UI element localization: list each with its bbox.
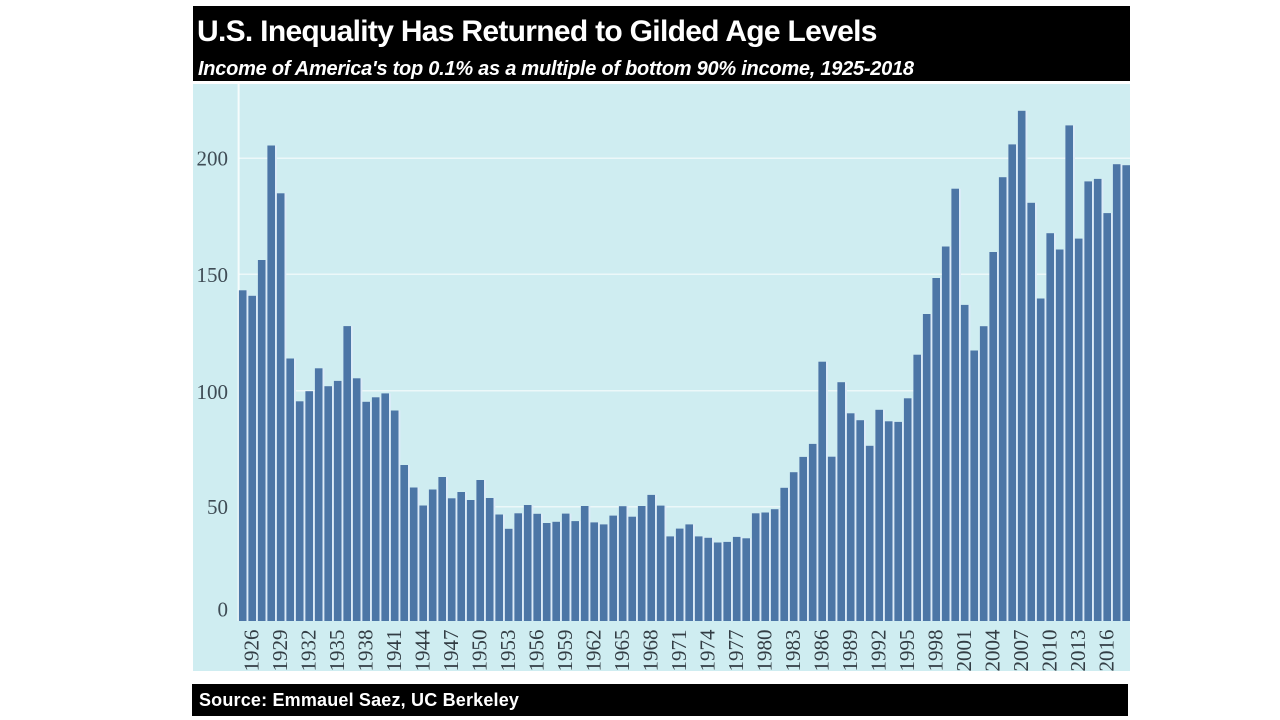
svg-text:1932: 1932 [297,630,321,672]
svg-text:1971: 1971 [667,630,691,672]
svg-text:0: 0 [218,598,229,622]
svg-text:1986: 1986 [810,630,834,672]
svg-text:100: 100 [197,380,229,404]
svg-text:1977: 1977 [724,630,748,672]
svg-text:200: 200 [197,146,229,170]
svg-text:1995: 1995 [895,630,919,672]
svg-text:1965: 1965 [610,630,634,672]
svg-text:2016: 2016 [1095,630,1119,672]
svg-text:1980: 1980 [753,630,777,672]
svg-text:2007: 2007 [1009,630,1033,672]
svg-text:1983: 1983 [781,630,805,672]
svg-text:1953: 1953 [496,630,520,672]
svg-text:1968: 1968 [639,630,663,672]
svg-text:1959: 1959 [553,630,577,672]
svg-text:2001: 2001 [952,630,976,672]
svg-text:1944: 1944 [411,629,435,671]
svg-text:1938: 1938 [354,630,378,672]
svg-text:2013: 2013 [1066,630,1090,672]
svg-text:1926: 1926 [240,630,264,672]
svg-text:1947: 1947 [439,630,463,672]
svg-text:2004: 2004 [981,629,1005,671]
svg-text:1950: 1950 [468,630,492,672]
svg-text:1935: 1935 [325,630,349,672]
svg-text:150: 150 [197,263,229,287]
svg-text:1962: 1962 [582,630,606,672]
svg-text:1974: 1974 [696,629,720,671]
svg-text:1956: 1956 [525,630,549,672]
svg-text:1998: 1998 [924,630,948,672]
svg-text:50: 50 [207,495,228,519]
svg-text:1941: 1941 [382,630,406,672]
svg-text:1992: 1992 [867,630,891,672]
svg-text:1929: 1929 [268,630,292,672]
svg-text:1989: 1989 [838,630,862,672]
svg-text:2010: 2010 [1038,630,1062,672]
